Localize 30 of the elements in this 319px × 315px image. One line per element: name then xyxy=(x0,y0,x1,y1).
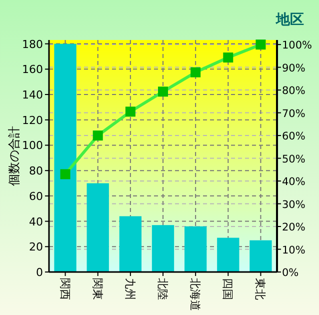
y-axis-title: 個数の合計 xyxy=(7,126,21,186)
x-tick-label: 関西 xyxy=(58,278,72,300)
y2-tick-label: 30% xyxy=(282,198,306,211)
y-tick-label: 20 xyxy=(29,240,43,254)
y2-tick-label: 40% xyxy=(282,176,306,188)
y2-tick-label: 90% xyxy=(282,62,306,74)
y2-tick-label: 60% xyxy=(282,130,306,143)
x-tick-label: 東北 xyxy=(254,278,267,300)
y2-tick-label: 20% xyxy=(282,222,306,234)
y2-tick-label: 10% xyxy=(282,244,306,256)
x-tick-label: 北海道 xyxy=(188,278,202,311)
y2-tick-label: 0% xyxy=(282,267,299,279)
y-tick-label: 100 xyxy=(22,139,43,152)
y-tick-label: 120 xyxy=(22,114,43,127)
y2-tick-label: 100% xyxy=(282,40,312,52)
y-tick-label: 40 xyxy=(29,215,43,228)
y-tick-label: 80 xyxy=(29,164,43,178)
y-tick-label: 60 xyxy=(29,190,43,203)
y2-tick-label: 50% xyxy=(282,153,306,166)
x-tick-label: 四国 xyxy=(221,278,234,300)
y-tick-label: 0 xyxy=(36,266,43,279)
x-tick-label: 北陸 xyxy=(156,278,169,300)
x-tick-label: 関東 xyxy=(90,278,104,300)
y2-tick-label: 70% xyxy=(282,108,306,120)
y-tick-label: 180 xyxy=(22,38,43,51)
chart-title: 地区 xyxy=(275,12,304,28)
y-tick-label: 140 xyxy=(22,88,43,102)
y2-tick-label: 80% xyxy=(282,85,306,98)
y-tick-label: 160 xyxy=(22,63,43,76)
x-tick-label: 九州 xyxy=(123,278,136,300)
